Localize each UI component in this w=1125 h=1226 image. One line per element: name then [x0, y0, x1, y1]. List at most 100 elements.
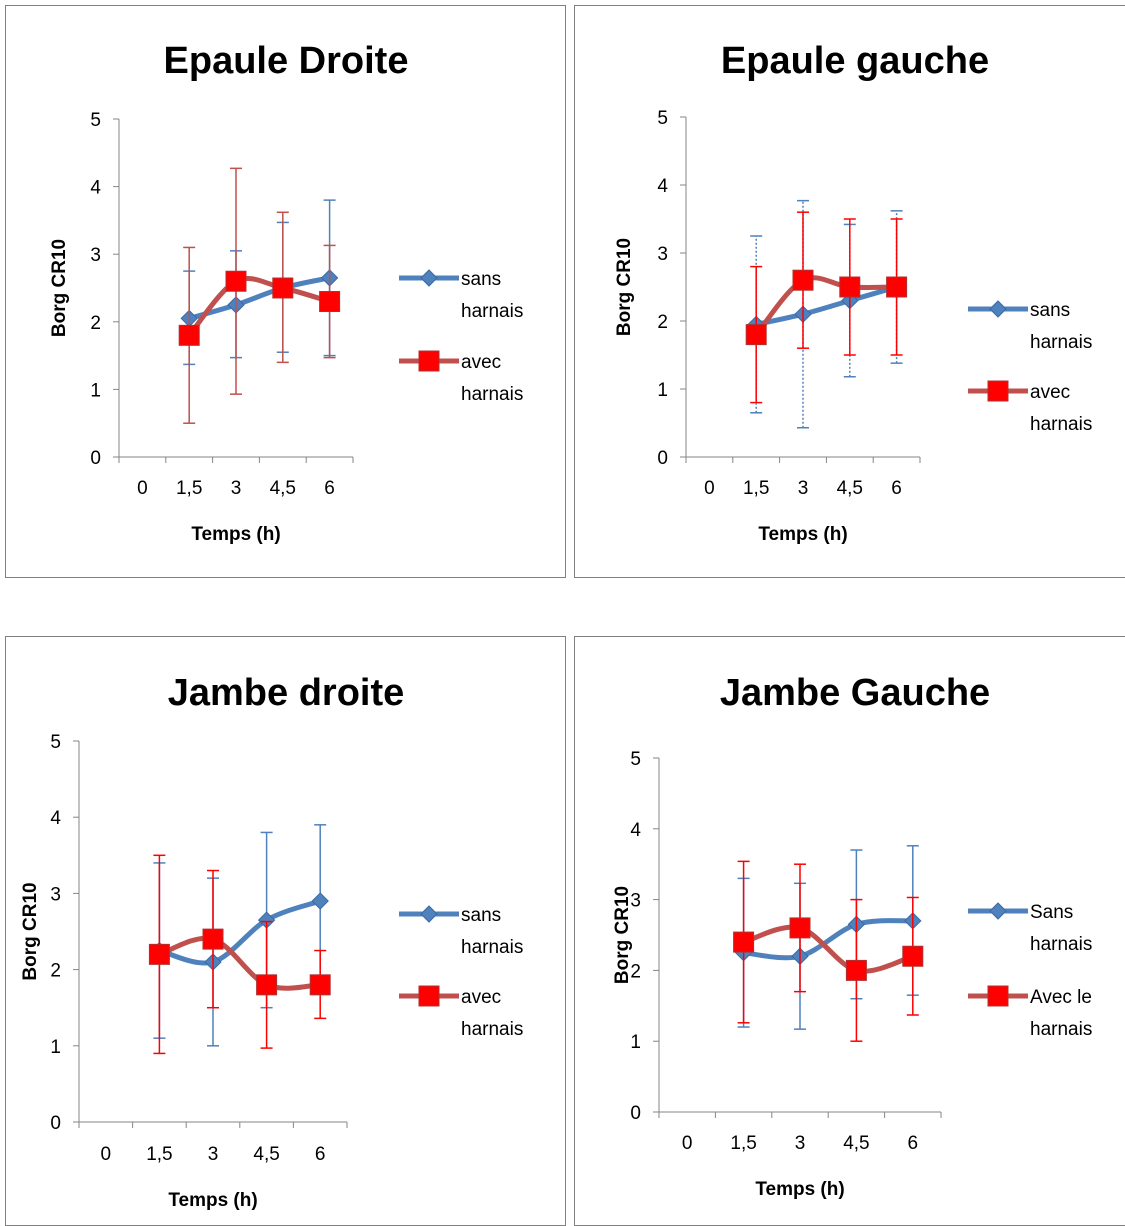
legend-label: sans: [1030, 300, 1070, 321]
y-tick-label: 2: [90, 313, 101, 334]
y-tick-label: 5: [630, 749, 641, 770]
x-axis-title: Temps (h): [755, 1179, 844, 1200]
data-point: [202, 928, 224, 950]
series-avec-harnais: [148, 854, 331, 1055]
legend-marker: [989, 902, 1007, 920]
legend-label: harnais: [1030, 934, 1092, 955]
legend-entry: avec harnais: [968, 380, 1092, 435]
series-line: [158, 935, 321, 991]
x-tick-label: 6: [324, 478, 335, 499]
y-tick-label: 1: [657, 380, 668, 401]
legend-marker: [420, 905, 438, 923]
y-tick-label: 3: [90, 245, 101, 266]
y-tick-label: 0: [657, 448, 668, 469]
chart-jambe-gauche: Jambe Gauche 0 1 2 3 4 5 0 1,5 3 4,5 6 Temps (h) Borg…: [574, 636, 1125, 1226]
x-tick-label: 1,5: [730, 1133, 756, 1154]
legend-marker: [987, 380, 1009, 402]
data-point: [311, 892, 329, 910]
y-tick-label: 1: [90, 380, 101, 401]
data-point: [225, 270, 247, 292]
legend-label: harnais: [1030, 1019, 1092, 1040]
legend-label: harnais: [461, 301, 523, 322]
series-avec-harnais: [178, 167, 341, 424]
legend-label: harnais: [461, 1019, 523, 1040]
series-avec-harnais: [745, 211, 908, 404]
series-line: [158, 898, 322, 966]
x-tick-label: 4,5: [843, 1133, 869, 1154]
x-tick-label: 3: [208, 1144, 219, 1165]
legend-entry: sans harnais: [399, 905, 523, 958]
x-tick-label: 4,5: [270, 478, 296, 499]
y-axis-title: Borg CR10: [614, 238, 635, 336]
x-tick-label: 6: [891, 478, 902, 499]
chart-title: Epaule Droite: [164, 40, 409, 82]
chart-svg: Epaule gauche 0 1 2 3 4 5 0 1,5 3 4,5 6 Temps (h) Bor…: [614, 40, 1092, 545]
legend-label: avec: [1030, 382, 1070, 403]
legend-label: harnais: [461, 937, 523, 958]
series-avec-harnais: [733, 860, 924, 1042]
chart-epaule-droite: Epaule Droite 0 1 2 3 4 5 0 1,5 3 4,5 6 Temps (h) Bor…: [5, 5, 566, 578]
chart-svg: Jambe droite 0 1 2 3 4 5 0 1,5 3 4,5 6 Temps (h) Borg…: [20, 672, 523, 1211]
legend-entry: sans harnais: [968, 300, 1092, 353]
x-tick-label: 4,5: [837, 478, 863, 499]
legend-label: Sans: [1030, 902, 1073, 923]
legend-label: harnais: [1030, 414, 1092, 435]
chart-title: Epaule gauche: [721, 40, 989, 82]
data-point: [309, 974, 331, 996]
y-tick-label: 2: [50, 961, 61, 982]
y-tick-label: 4: [50, 808, 61, 829]
legend-label: sans: [461, 905, 501, 926]
series-sans-harnais: [734, 845, 922, 1030]
x-axis-title: Temps (h): [168, 1190, 257, 1211]
x-tick-label: 1,5: [743, 478, 769, 499]
data-point: [845, 959, 867, 981]
legend-entry: Sans harnais: [968, 902, 1092, 955]
y-tick-label: 2: [657, 312, 668, 333]
x-tick-label: 0: [101, 1144, 112, 1165]
data-point: [789, 917, 811, 939]
y-axis-title: Borg CR10: [49, 239, 70, 337]
legend-marker: [418, 350, 440, 372]
y-tick-label: 5: [90, 110, 101, 131]
legend-label: avec: [461, 987, 501, 1008]
x-axis-title: Temps (h): [191, 524, 280, 545]
y-tick-label: 5: [50, 732, 61, 753]
legend-entry: sans harnais: [399, 269, 523, 322]
legend-label: harnais: [461, 384, 523, 405]
y-tick-label: 2: [630, 961, 641, 982]
series-sans-harnais: [150, 824, 329, 1047]
y-tick-label: 5: [657, 108, 668, 129]
x-tick-label: 6: [315, 1144, 326, 1165]
chart-svg: Epaule Droite 0 1 2 3 4 5 0 1,5 3 4,5 6 Temps (h) Bor…: [49, 40, 523, 545]
y-axis-title: Borg CR10: [20, 882, 41, 980]
series-line: [755, 284, 898, 327]
data-point: [319, 291, 341, 313]
data-point: [886, 276, 908, 298]
x-tick-label: 4,5: [253, 1144, 279, 1165]
chart-epaule-gauche: Epaule gauche 0 1 2 3 4 5 0 1,5 3 4,5 6 Temps (h) Bor…: [574, 5, 1125, 578]
data-point: [745, 324, 767, 346]
y-tick-label: 0: [90, 448, 101, 469]
legend-label: sans: [461, 269, 501, 290]
legend-entry: avec harnais: [399, 985, 523, 1040]
x-tick-label: 3: [798, 478, 809, 499]
x-tick-label: 0: [682, 1133, 693, 1154]
legend-marker: [989, 300, 1007, 318]
x-tick-label: 6: [908, 1133, 919, 1154]
legend-marker: [987, 985, 1009, 1007]
x-tick-label: 3: [231, 478, 242, 499]
legend-label: avec: [461, 352, 501, 373]
series-line: [754, 275, 897, 337]
y-tick-label: 0: [50, 1113, 61, 1134]
legend-marker: [420, 269, 438, 287]
data-point: [256, 974, 278, 996]
data-point: [902, 945, 924, 967]
y-tick-label: 3: [657, 244, 668, 265]
chart-title: Jambe Gauche: [720, 672, 990, 714]
series-line: [188, 275, 331, 321]
data-point: [792, 269, 814, 291]
data-point: [272, 277, 294, 299]
series-line: [742, 924, 914, 974]
x-tick-label: 0: [137, 478, 148, 499]
x-tick-label: 0: [704, 478, 715, 499]
